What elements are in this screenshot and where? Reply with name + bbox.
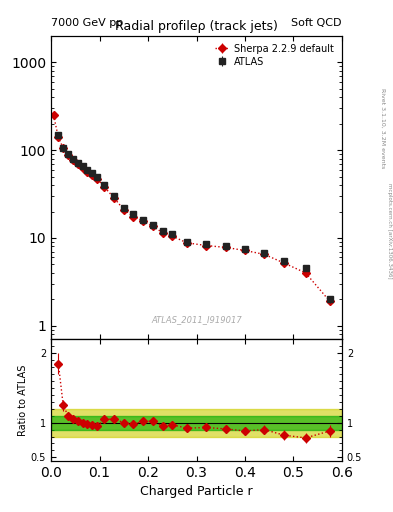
Text: Soft QCD: Soft QCD [292,18,342,28]
X-axis label: Charged Particle r: Charged Particle r [140,485,253,498]
Title: Radial profileρ (track jets): Radial profileρ (track jets) [115,20,278,33]
Y-axis label: Ratio to ATLAS: Ratio to ATLAS [18,365,28,436]
Text: 7000 GeV pp: 7000 GeV pp [51,18,123,28]
Legend: Sherpa 2.2.9 default, ATLAS: Sherpa 2.2.9 default, ATLAS [212,40,337,70]
Bar [51,409,342,437]
Text: ATLAS_2011_I919017: ATLAS_2011_I919017 [151,315,242,324]
Bar [51,416,342,430]
Text: Rivet 3.1.10, 3.2M events: Rivet 3.1.10, 3.2M events [381,88,386,168]
Text: mcplots.cern.ch [arXiv:1306.3436]: mcplots.cern.ch [arXiv:1306.3436] [387,183,391,278]
